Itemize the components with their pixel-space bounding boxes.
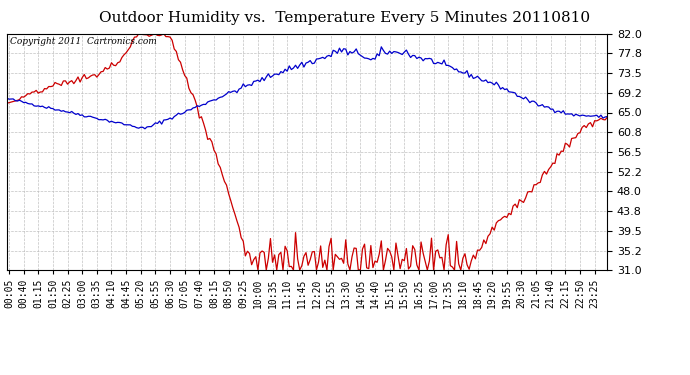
Text: Outdoor Humidity vs.  Temperature Every 5 Minutes 20110810: Outdoor Humidity vs. Temperature Every 5… (99, 11, 591, 25)
Text: Copyright 2011  Cartronics.com: Copyright 2011 Cartronics.com (10, 37, 157, 46)
